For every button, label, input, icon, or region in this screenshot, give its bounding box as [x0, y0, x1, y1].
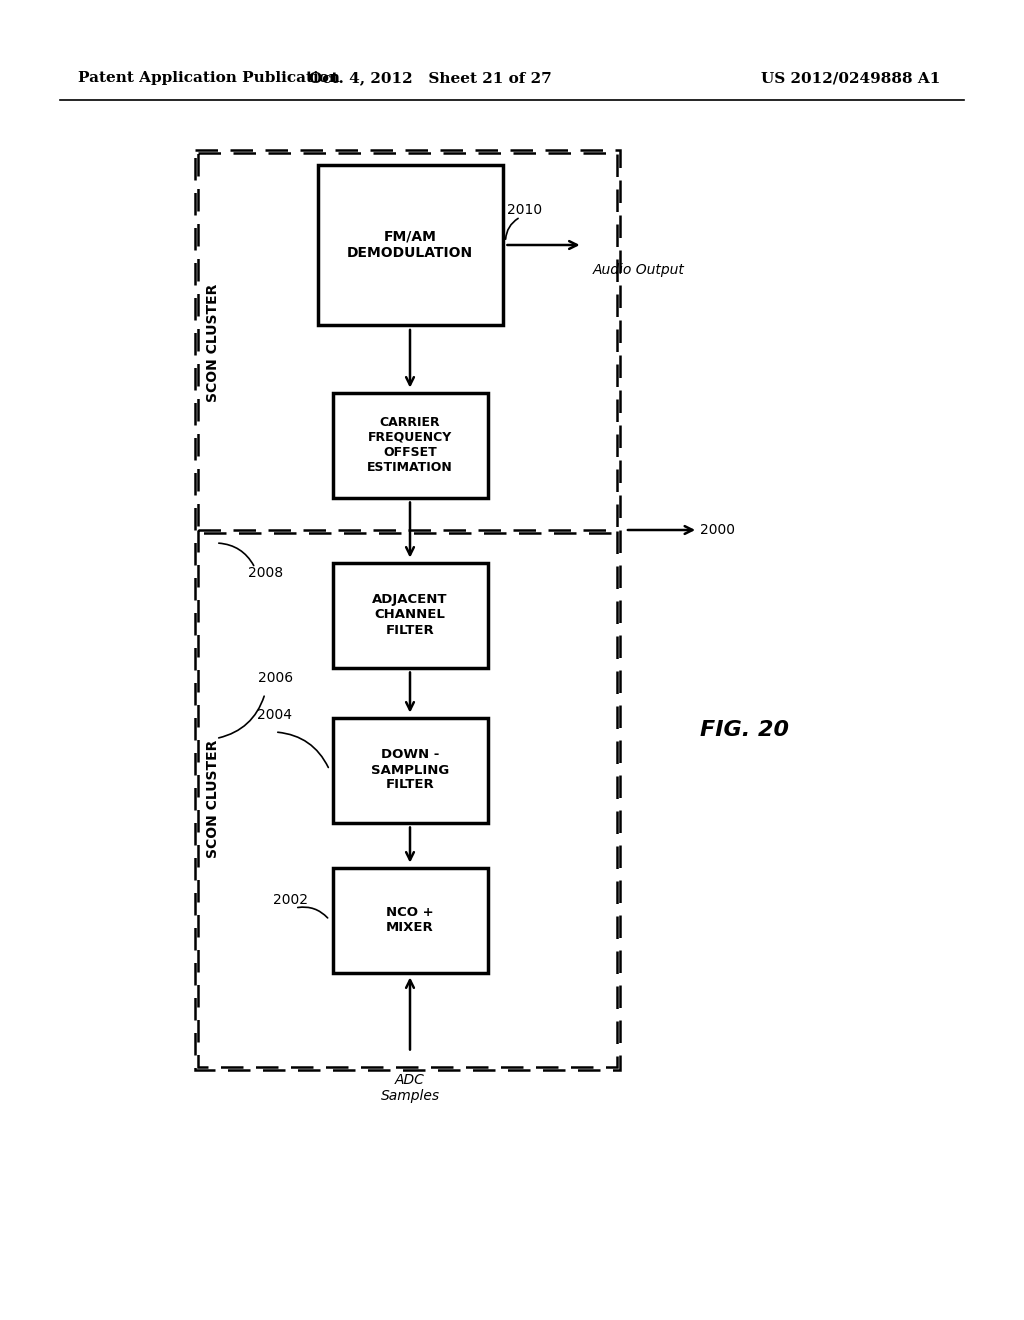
- Text: 2002: 2002: [273, 894, 308, 907]
- FancyBboxPatch shape: [333, 718, 487, 822]
- Text: CARRIER
FREQUENCY
OFFSET
ESTIMATION: CARRIER FREQUENCY OFFSET ESTIMATION: [368, 416, 453, 474]
- Text: 2008: 2008: [248, 566, 283, 579]
- FancyBboxPatch shape: [333, 867, 487, 973]
- Bar: [198, 531, 617, 1067]
- FancyBboxPatch shape: [317, 165, 503, 325]
- Text: FIG. 20: FIG. 20: [700, 719, 790, 741]
- Text: ADJACENT
CHANNEL
FILTER: ADJACENT CHANNEL FILTER: [373, 594, 447, 636]
- Text: FM/AM
DEMODULATION: FM/AM DEMODULATION: [347, 230, 473, 260]
- Bar: [195, 150, 620, 1071]
- Text: DOWN -
SAMPLING
FILTER: DOWN - SAMPLING FILTER: [371, 748, 450, 792]
- Text: ADC
Samples: ADC Samples: [381, 1072, 439, 1102]
- Text: NCO +
MIXER: NCO + MIXER: [386, 906, 434, 935]
- FancyBboxPatch shape: [333, 392, 487, 498]
- Text: 2006: 2006: [258, 672, 293, 685]
- Text: Oct. 4, 2012   Sheet 21 of 27: Oct. 4, 2012 Sheet 21 of 27: [308, 71, 551, 84]
- Text: 2010: 2010: [508, 203, 543, 216]
- Text: 2000: 2000: [700, 523, 735, 537]
- Bar: [198, 153, 617, 533]
- FancyBboxPatch shape: [333, 562, 487, 668]
- Text: Audio Output: Audio Output: [593, 263, 684, 277]
- Text: SCON CLUSTER: SCON CLUSTER: [206, 284, 220, 403]
- Text: SCON CLUSTER: SCON CLUSTER: [206, 739, 220, 858]
- Text: 2004: 2004: [257, 708, 292, 722]
- Text: Patent Application Publication: Patent Application Publication: [78, 71, 340, 84]
- Text: US 2012/0249888 A1: US 2012/0249888 A1: [761, 71, 940, 84]
